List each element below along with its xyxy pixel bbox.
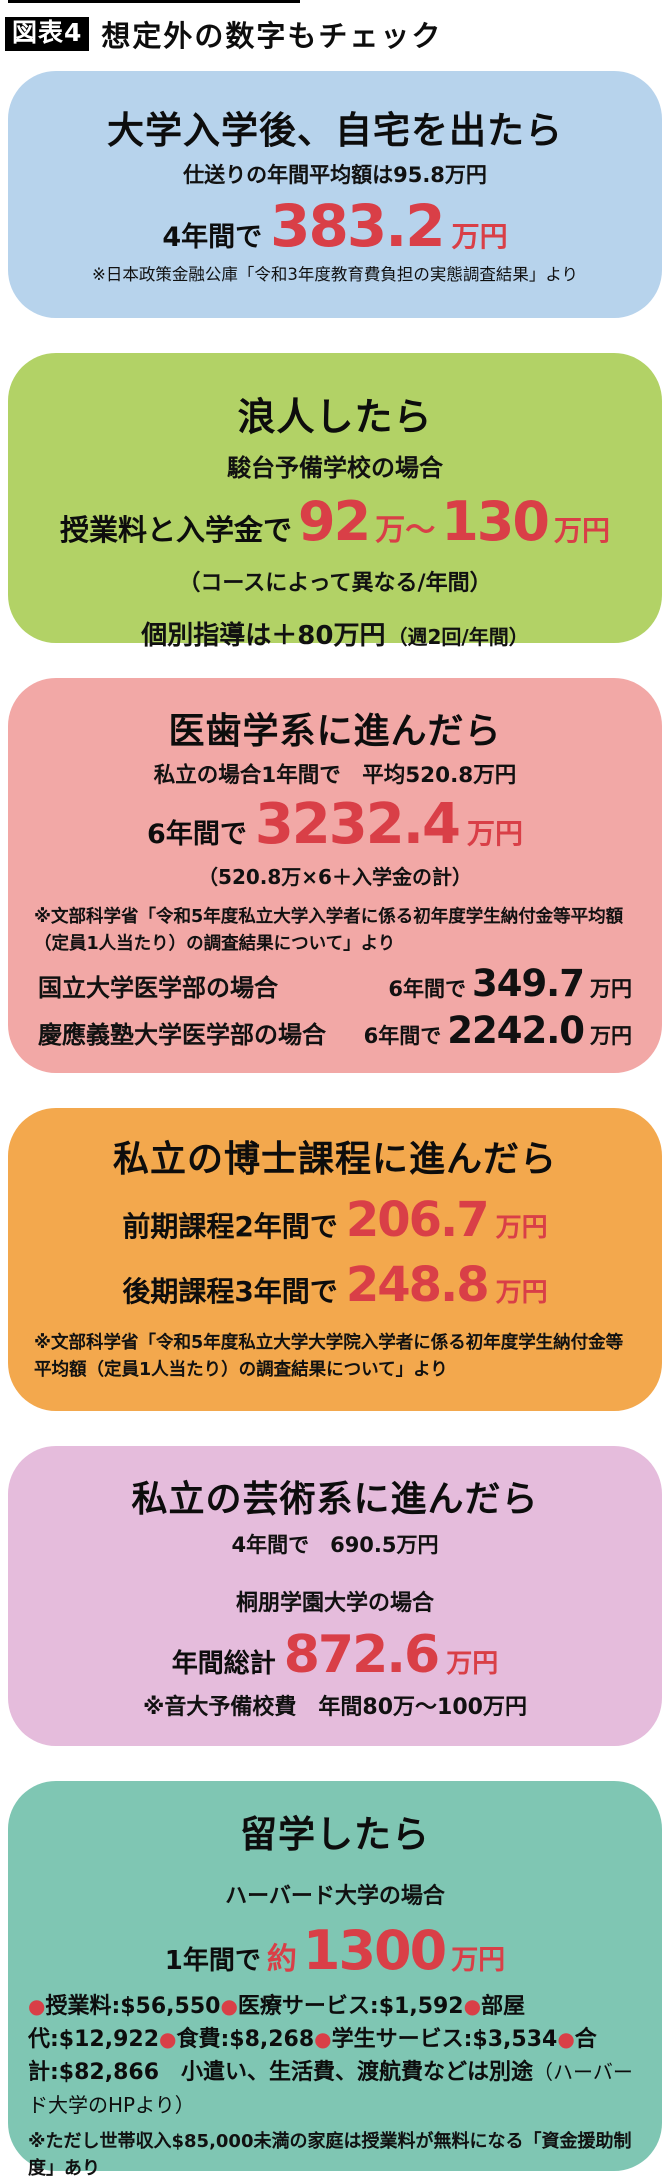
amount-unit: 万円 [446, 1648, 499, 1679]
bullet-icon: ● [314, 2026, 332, 2051]
amount-row: 6年間で 3232.4 万円 [147, 791, 523, 857]
amount-prefix: 年間総計 [171, 1648, 276, 1679]
row-amount: 6年間で 2242.0 万円 [364, 1009, 632, 1052]
amount-row: 前期課程2年間で 206.7 万円 [122, 1196, 547, 1245]
amount-prefix: 6年間で [147, 818, 247, 850]
cost-item: 医療サービス:$1,592 [237, 1993, 464, 2019]
cost-item: 授業料:$56,550 [45, 1993, 221, 2019]
page-title: 想定外の数字もチェック [101, 19, 443, 53]
card-arts: 私立の芸術系に進んだら 4年間で 690.5万円 桐朋学園大学の場合 年間総計 … [8, 1446, 662, 1746]
amount-value: 1300 [302, 1918, 447, 1982]
row-label: 慶應義塾大学医学部の場合 [38, 1020, 326, 1049]
card-title: 医歯学系に進んだら [168, 711, 502, 752]
figure-header: 図表4 想定外の数字もチェック [0, 0, 670, 59]
amount-approx: 約 [266, 1941, 297, 1977]
amount-value-high: 130 [441, 489, 550, 553]
card-title: 大学入学後、自宅を出たら [107, 109, 563, 152]
amount-row: 授業料と入学金で 92 万〜 130 万円 [60, 489, 610, 553]
aid-footnote: ※ただし世帯収入$85,000未満の家庭は授業料が無料になる「資金援助制度」あり [28, 2130, 632, 2179]
card-title: 浪人したら [237, 395, 433, 439]
amount-value: 206.7 [345, 1191, 490, 1248]
amount-prefix: 4年間で [162, 221, 263, 253]
card-title: 留学したら [240, 1813, 430, 1856]
amount-unit: 万円 [451, 219, 508, 253]
amount-row: 4年間で 383.2 万円 [162, 197, 507, 255]
extra-cost-line: 個別指導は＋80万円 （週2回/年間） [141, 615, 528, 652]
amount-value-low: 92 [298, 489, 371, 553]
row-amount-prefix: 6年間で [388, 976, 466, 1001]
source-footnote: ※文部科学省「令和5年度私立大学入学者に係る初年度学生納付金等平均額（定員1人当… [34, 906, 624, 954]
extra-cost-bold: 個別指導は＋80万円 [141, 620, 386, 651]
extra-cost-light: （週2回/年間） [387, 624, 529, 649]
row-amount: 6年間で 349.7 万円 [388, 962, 632, 1005]
card-medical: 医歯学系に進んだら 私立の場合1年間で 平均520.8万円 6年間で 3232.… [8, 678, 662, 1073]
card-subtitle: 仕送りの年間平均額は95.8万円 [183, 162, 487, 187]
bullet-icon: ● [557, 2026, 575, 2051]
amount-prefix: 1年間で [164, 1945, 261, 1976]
amount-prefix: 後期課程3年間で [122, 1274, 338, 1308]
case-label: ハーバード大学の場合 [225, 1883, 445, 1909]
bullet-icon: ● [159, 2026, 177, 2051]
amount-note: （520.8万×6＋入学金の計） [198, 864, 472, 889]
amount-row: 年間総計 872.6 万円 [172, 1629, 499, 1681]
figure-tag-badge: 図表4 [5, 16, 90, 52]
case-label: 桐朋学園大学の場合 [235, 1590, 434, 1616]
amount-value: 248.8 [345, 1256, 490, 1313]
card-leaving-home: 大学入学後、自宅を出たら 仕送りの年間平均額は95.8万円 4年間で 383.2… [8, 71, 662, 318]
row-label: 国立大学医学部の場合 [38, 973, 278, 1002]
amount-value: 383.2 [270, 191, 445, 260]
cost-breakdown: ●授業料:$56,550●医療サービス:$1,592●部屋代:$12,922●食… [8, 1990, 662, 2122]
amount-prefix: 前期課程2年間で [122, 1209, 338, 1243]
amount-unit: 万円 [451, 1944, 506, 1976]
amount-prefix: 授業料と入学金で [60, 512, 293, 547]
bullet-icon: ● [463, 1993, 482, 2018]
amount-unit: 万円 [466, 816, 523, 850]
row-amount-prefix: 6年間で [363, 1023, 442, 1048]
amount-row: 1年間で 約 1300 万円 [164, 1918, 506, 1982]
bullet-icon: ● [28, 1993, 46, 2018]
card-title: 私立の芸術系に進んだら [131, 1479, 539, 1520]
top-rule [8, 0, 300, 3]
card-study-abroad: 留学したら ハーバード大学の場合 1年間で 約 1300 万円 ●授業料:$56… [8, 1781, 662, 2179]
amount-row: 後期課程3年間で 248.8 万円 [122, 1261, 547, 1310]
source-footnote: ※文部科学省「令和5年度私立大学大学院入学者に係る初年度学生納付金等平均額（定員… [34, 1332, 624, 1380]
amount-value: 872.6 [283, 1624, 440, 1685]
card-subtitle: 駿台予備学校の場合 [227, 453, 443, 482]
row-amount-unit: 万円 [590, 1023, 632, 1048]
cost-item: 学生サービス:$3,534 [331, 2026, 558, 2052]
source-footnote: ※日本政策金融公庫「令和3年度教育費負担の実態調査結果」より [92, 264, 578, 284]
card-subtitle: 私立の場合1年間で 平均520.8万円 [153, 762, 517, 788]
card-subtitle: 4年間で 690.5万円 [231, 1532, 439, 1557]
row-amount-value: 349.7 [471, 961, 585, 1005]
cost-item: 合計:$82,866 [28, 2026, 597, 2085]
cost-suffix-bold: 小遣い、生活費、渡航費などは別途 [159, 2059, 534, 2085]
card-ronin: 浪人したら 駿台予備学校の場合 授業料と入学金で 92 万〜 130 万円 （コ… [8, 353, 662, 651]
amount-unit: 万円 [553, 513, 610, 547]
row-amount-value: 2242.0 [447, 1008, 585, 1052]
cost-item: 食費:$8,268 [176, 2026, 315, 2052]
amount-unit: 万円 [495, 1212, 548, 1243]
amount-range-separator: 万〜 [375, 512, 436, 548]
bullet-icon: ● [220, 1993, 238, 2018]
extra-cost-note: ※音大予備校費 年間80万〜100万円 [143, 1694, 527, 1720]
card-doctoral: 私立の博士課程に進んだら 前期課程2年間で 206.7 万円 後期課程3年間で … [8, 1108, 662, 1411]
cost-suffix-source: （ハーバード大学のHPより） [28, 2059, 633, 2117]
card-title: 私立の博士課程に進んだら [112, 1139, 557, 1180]
amount-unit: 万円 [495, 1277, 548, 1308]
row-amount-unit: 万円 [590, 976, 632, 1001]
amount-value: 3232.4 [254, 791, 461, 857]
cost-item: 部屋代:$12,922 [28, 1993, 526, 2052]
amount-note: （コースによって異なる/年間） [178, 570, 492, 596]
comparison-row: 慶應義塾大学医学部の場合 6年間で 2242.0 万円 [8, 1009, 662, 1052]
comparison-row: 国立大学医学部の場合 6年間で 349.7 万円 [8, 962, 662, 1005]
